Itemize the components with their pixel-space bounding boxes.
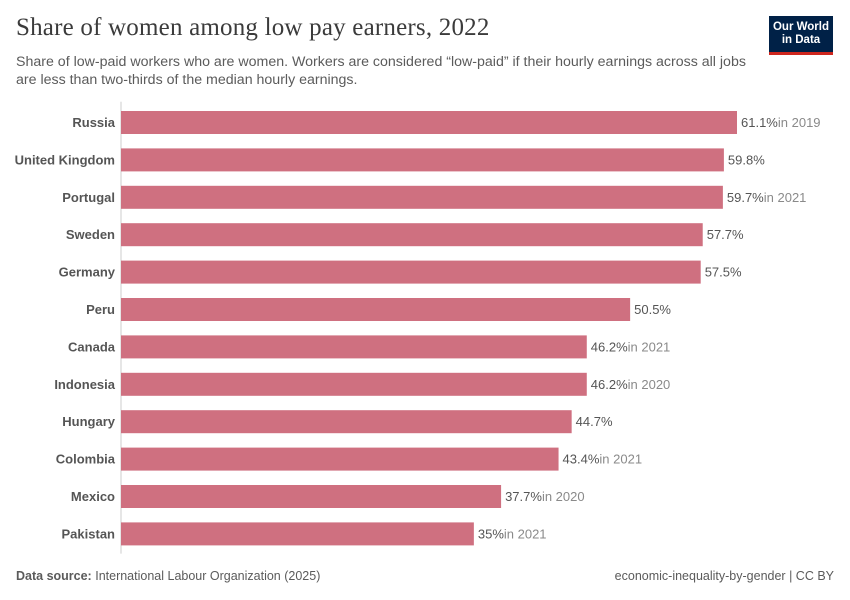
bar <box>121 223 703 247</box>
bar-row: Canada 46.2%in 2021 <box>68 335 671 359</box>
category-label: Hungary <box>62 414 116 429</box>
category-label: Pakistan <box>62 526 116 541</box>
bar <box>121 372 587 396</box>
bar-row: Indonesia 46.2%in 2020 <box>54 372 671 396</box>
logo-line-1: Our World <box>772 21 829 33</box>
category-label: Portugal <box>62 190 115 205</box>
value-text: 50.5% <box>634 302 671 317</box>
category-label: Russia <box>72 115 115 130</box>
bar-row: Portugal 59.7%in 2021 <box>62 185 807 209</box>
value-text: 37.7% <box>505 489 542 504</box>
bar-row: Mexico 37.7%in 2020 <box>71 485 585 508</box>
value-text: 44.7% <box>576 414 613 429</box>
data-source-text: International Labour Organization (2025) <box>95 569 321 583</box>
value-text: 61.1% <box>741 115 778 130</box>
logo-line-2: in Data <box>781 34 821 46</box>
category-label: Peru <box>86 302 115 317</box>
value-text: 57.5% <box>705 265 742 280</box>
value-label: 44.7% <box>576 414 613 429</box>
value-label: 46.2%in 2020 <box>591 377 671 392</box>
bar <box>121 111 737 134</box>
bar <box>121 447 559 471</box>
year-note: in 2021 <box>764 190 807 205</box>
bar <box>121 522 474 546</box>
year-note: in 2021 <box>628 339 671 354</box>
value-label: 61.1%in 2019 <box>741 115 821 130</box>
data-source: Data source: International Labour Organi… <box>16 569 320 583</box>
bar <box>121 298 631 321</box>
bar-row: Hungary 44.7% <box>62 410 613 434</box>
category-label: United Kingdom <box>15 152 115 167</box>
value-label: 57.5% <box>705 265 742 280</box>
value-text: 46.2% <box>591 377 628 392</box>
footer: Data source: International Labour Organi… <box>16 569 834 583</box>
value-text: 59.7% <box>727 190 764 205</box>
chart-subtitle: Share of low-paid workers who are women.… <box>16 54 746 88</box>
value-label: 50.5% <box>634 302 671 317</box>
value-label: 43.4%in 2021 <box>563 452 643 467</box>
year-note: in 2020 <box>628 377 671 392</box>
bar <box>121 148 724 172</box>
year-note: in 2021 <box>599 452 642 467</box>
bar-row: United Kingdom 59.8% <box>15 148 765 172</box>
value-text: 57.7% <box>707 227 744 242</box>
bar-chart: Russia 61.1%in 2019 United Kingdom 59.8% Por… <box>15 101 821 554</box>
chart-title: Share of women among low pay earners, 20… <box>16 14 490 41</box>
bar-row: Germany 57.5% <box>59 260 742 284</box>
bar <box>121 410 572 434</box>
bar <box>121 485 502 508</box>
bar-row: Peru 50.5% <box>86 298 671 321</box>
bar <box>121 260 701 284</box>
category-label: Canada <box>68 339 116 354</box>
year-note: in 2021 <box>504 526 547 541</box>
value-text: 43.4% <box>563 452 600 467</box>
category-label: Indonesia <box>54 377 115 392</box>
value-text: 59.8% <box>728 152 765 167</box>
value-text: 35% <box>478 526 504 541</box>
category-label: Mexico <box>71 489 115 504</box>
year-note: in 2019 <box>778 115 821 130</box>
value-label: 59.8% <box>728 152 765 167</box>
bar-row: Colombia 43.4%in 2021 <box>56 447 643 471</box>
bar-row: Sweden 57.7% <box>66 223 744 247</box>
bar-row: Pakistan 35%in 2021 <box>62 522 547 546</box>
category-label: Germany <box>59 265 116 280</box>
value-label: 46.2%in 2021 <box>591 339 671 354</box>
owid-logo[interactable]: Our World in Data <box>769 16 833 55</box>
bar-row: Russia 61.1%in 2019 <box>72 111 821 134</box>
category-label: Sweden <box>66 227 115 242</box>
value-text: 46.2% <box>591 339 628 354</box>
value-label: 37.7%in 2020 <box>505 489 585 504</box>
value-label: 59.7%in 2021 <box>727 190 807 205</box>
bar <box>121 335 587 359</box>
data-source-label: Data source: <box>16 569 92 583</box>
year-note: in 2020 <box>542 489 585 504</box>
bar <box>121 185 723 209</box>
value-label: 57.7% <box>707 227 744 242</box>
value-label: 35%in 2021 <box>478 526 547 541</box>
chart-slug-license[interactable]: economic-inequality-by-gender | CC BY <box>614 569 834 583</box>
category-label: Colombia <box>56 452 116 467</box>
